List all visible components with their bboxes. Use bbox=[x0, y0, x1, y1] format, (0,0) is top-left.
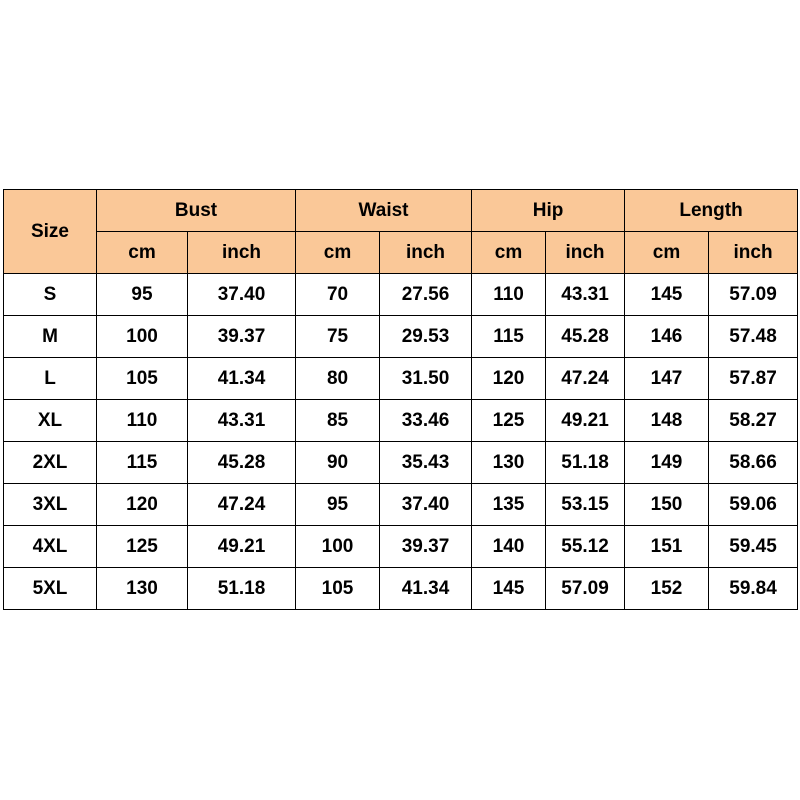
unit-header: inch bbox=[186, 231, 297, 274]
value-cell: 39.37 bbox=[379, 525, 473, 568]
value-cell: 85 bbox=[295, 399, 381, 442]
value-cell: 120 bbox=[96, 483, 188, 526]
value-cell: 49.21 bbox=[186, 525, 297, 568]
value-cell: 135 bbox=[471, 483, 547, 526]
value-cell: 51.18 bbox=[545, 441, 626, 484]
value-cell: 55.12 bbox=[545, 525, 626, 568]
table-row: 4XL 125 49.21 100 39.37 140 55.12 151 59.45 bbox=[3, 525, 799, 568]
unit-header: cm bbox=[471, 231, 547, 274]
value-cell: 150 bbox=[624, 483, 710, 526]
value-cell: 152 bbox=[624, 567, 710, 610]
size-cell: S bbox=[3, 273, 97, 316]
size-cell: 3XL bbox=[3, 483, 97, 526]
value-cell: 31.50 bbox=[379, 357, 473, 400]
value-cell: 95 bbox=[295, 483, 381, 526]
value-cell: 146 bbox=[624, 315, 710, 358]
value-cell: 145 bbox=[471, 567, 547, 610]
value-cell: 43.31 bbox=[186, 399, 297, 442]
size-table: Size Bust Waist Hip Length cm inch cm inch cm in… bbox=[3, 189, 799, 610]
value-cell: 45.28 bbox=[545, 315, 626, 358]
unit-header: inch bbox=[708, 231, 799, 274]
value-cell: 115 bbox=[471, 315, 547, 358]
value-cell: 57.09 bbox=[708, 273, 799, 316]
table-body: S 95 37.40 70 27.56 110 43.31 145 57.09 M 100 39.37… bbox=[3, 273, 799, 610]
value-cell: 49.21 bbox=[545, 399, 626, 442]
value-cell: 45.28 bbox=[186, 441, 297, 484]
value-cell: 149 bbox=[624, 441, 710, 484]
unit-header: inch bbox=[545, 231, 626, 274]
group-header: Hip bbox=[471, 189, 626, 232]
value-cell: 95 bbox=[96, 273, 188, 316]
value-cell: 75 bbox=[295, 315, 381, 358]
value-cell: 100 bbox=[96, 315, 188, 358]
value-cell: 59.06 bbox=[708, 483, 799, 526]
value-cell: 37.40 bbox=[379, 483, 473, 526]
size-cell: XL bbox=[3, 399, 97, 442]
size-cell: 5XL bbox=[3, 567, 97, 610]
table-row: S 95 37.40 70 27.56 110 43.31 145 57.09 bbox=[3, 273, 799, 316]
value-cell: 147 bbox=[624, 357, 710, 400]
value-cell: 59.45 bbox=[708, 525, 799, 568]
value-cell: 33.46 bbox=[379, 399, 473, 442]
table-row: L 105 41.34 80 31.50 120 47.24 147 57.87 bbox=[3, 357, 799, 400]
table-row: 5XL 130 51.18 105 41.34 145 57.09 152 59.84 bbox=[3, 567, 799, 610]
group-header-row: Size Bust Waist Hip Length bbox=[3, 189, 799, 274]
unit-header: inch bbox=[379, 231, 473, 274]
value-cell: 37.40 bbox=[186, 273, 297, 316]
value-cell: 35.43 bbox=[379, 441, 473, 484]
table-row: XL 110 43.31 85 33.46 125 49.21 148 58.27 bbox=[3, 399, 799, 442]
unit-header: cm bbox=[96, 231, 188, 274]
value-cell: 41.34 bbox=[186, 357, 297, 400]
value-cell: 130 bbox=[471, 441, 547, 484]
value-cell: 80 bbox=[295, 357, 381, 400]
value-cell: 53.15 bbox=[545, 483, 626, 526]
size-cell: 2XL bbox=[3, 441, 97, 484]
value-cell: 105 bbox=[295, 567, 381, 610]
value-cell: 151 bbox=[624, 525, 710, 568]
group-header: Length bbox=[624, 189, 799, 232]
table-row: 2XL 115 45.28 90 35.43 130 51.18 149 58.66 bbox=[3, 441, 799, 484]
value-cell: 51.18 bbox=[186, 567, 297, 610]
group-header: Waist bbox=[295, 189, 473, 232]
value-cell: 110 bbox=[96, 399, 188, 442]
size-cell: M bbox=[3, 315, 97, 358]
value-cell: 120 bbox=[471, 357, 547, 400]
value-cell: 125 bbox=[96, 525, 188, 568]
value-cell: 125 bbox=[471, 399, 547, 442]
value-cell: 110 bbox=[471, 273, 547, 316]
unit-header: cm bbox=[295, 231, 381, 274]
value-cell: 59.84 bbox=[708, 567, 799, 610]
value-cell: 130 bbox=[96, 567, 188, 610]
group-header: Bust bbox=[95, 189, 297, 232]
value-cell: 47.24 bbox=[545, 357, 626, 400]
value-cell: 47.24 bbox=[186, 483, 297, 526]
value-cell: 145 bbox=[624, 273, 710, 316]
table-row: M 100 39.37 75 29.53 115 45.28 146 57.48 bbox=[3, 315, 799, 358]
unit-header: cm bbox=[624, 231, 710, 274]
value-cell: 58.27 bbox=[708, 399, 799, 442]
value-cell: 27.56 bbox=[379, 273, 473, 316]
value-cell: 140 bbox=[471, 525, 547, 568]
size-cell: L bbox=[3, 357, 97, 400]
value-cell: 100 bbox=[295, 525, 381, 568]
unit-header-row: cm inch cm inch cm inch cm inch bbox=[4, 231, 799, 274]
value-cell: 41.34 bbox=[379, 567, 473, 610]
value-cell: 148 bbox=[624, 399, 710, 442]
value-cell: 57.87 bbox=[708, 357, 799, 400]
value-cell: 58.66 bbox=[708, 441, 799, 484]
value-cell: 115 bbox=[96, 441, 188, 484]
value-cell: 105 bbox=[96, 357, 188, 400]
value-cell: 70 bbox=[295, 273, 381, 316]
value-cell: 57.09 bbox=[545, 567, 626, 610]
size-header: Size bbox=[3, 189, 97, 274]
value-cell: 39.37 bbox=[186, 315, 297, 358]
value-cell: 43.31 bbox=[545, 273, 626, 316]
size-cell: 4XL bbox=[3, 525, 97, 568]
table-row: 3XL 120 47.24 95 37.40 135 53.15 150 59.06 bbox=[3, 483, 799, 526]
value-cell: 29.53 bbox=[379, 315, 473, 358]
value-cell: 57.48 bbox=[708, 315, 799, 358]
value-cell: 90 bbox=[295, 441, 381, 484]
